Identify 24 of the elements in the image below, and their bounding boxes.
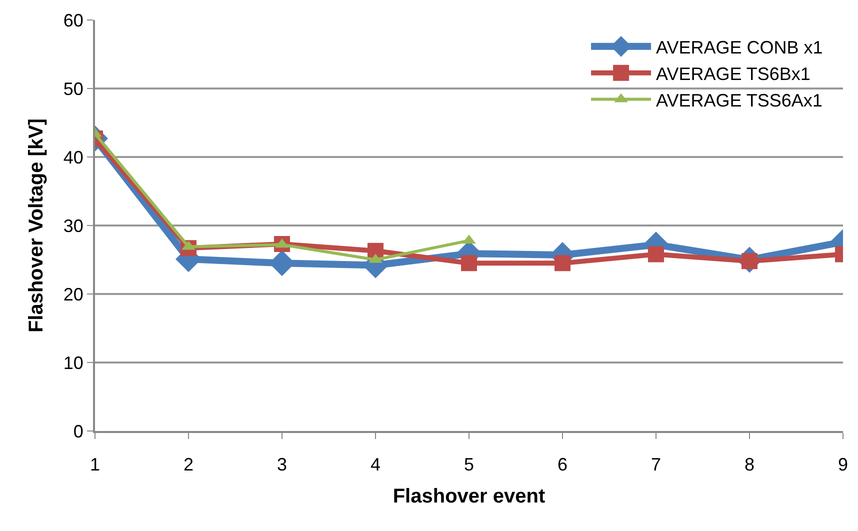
legend-label: AVERAGE CONB x1 xyxy=(656,37,823,58)
x-tick-label: 3 xyxy=(276,454,288,475)
y-tick-label: 20 xyxy=(63,284,84,304)
x-axis-title: Flashover event xyxy=(392,486,546,508)
y-tick-label: 30 xyxy=(63,216,84,236)
x-tick-label: 8 xyxy=(744,454,755,475)
y-tick-label: 0 xyxy=(73,421,84,442)
x-tick-label: 1 xyxy=(90,454,100,475)
x-tick-label: 6 xyxy=(557,454,568,475)
x-tick-label: 7 xyxy=(650,454,662,475)
legend-label: AVERAGE TSS6Ax1 xyxy=(656,90,822,110)
legend-label: AVERAGE TS6Bx1 xyxy=(656,64,810,84)
point xyxy=(461,255,477,272)
y-tick-label: 10 xyxy=(63,352,84,373)
x-tick-label: 4 xyxy=(370,454,381,475)
x-tick-label: 9 xyxy=(838,454,848,475)
y-tick-label: 50 xyxy=(63,78,84,99)
point xyxy=(648,246,664,262)
y-tick-label: 40 xyxy=(63,147,84,168)
y-axis-title: Flashover Voltage [kV] xyxy=(25,118,48,333)
x-tick-label: 2 xyxy=(183,454,194,475)
x-tick-label: 5 xyxy=(464,454,474,475)
point xyxy=(554,255,570,272)
y-tick-label: 60 xyxy=(63,10,84,30)
